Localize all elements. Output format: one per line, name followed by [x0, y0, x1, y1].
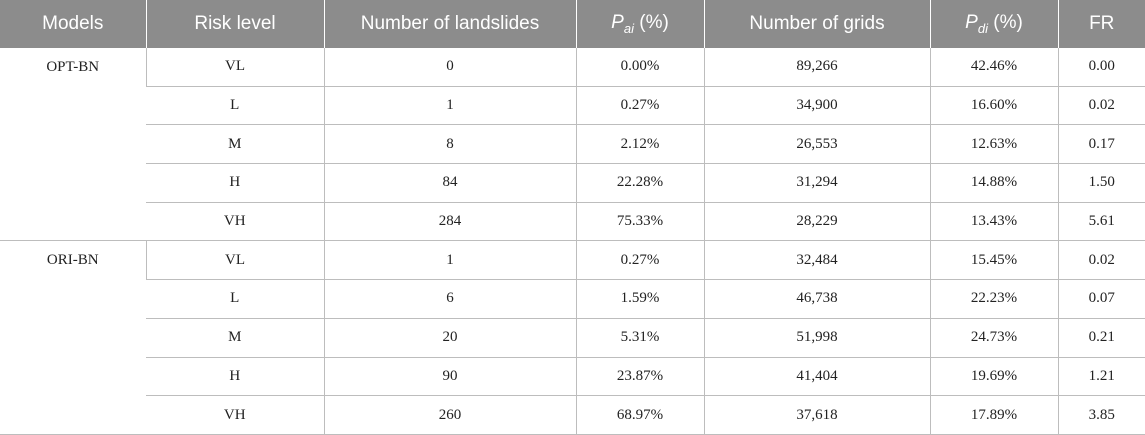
cell-number-of-grids: 34,900 — [703, 86, 930, 126]
header-number-of-landslides: Number of landslides — [323, 0, 576, 48]
cell-fr: 0.02 — [1057, 240, 1145, 281]
header-risk-level: Risk level — [145, 0, 324, 48]
cell-pdi: 22.23% — [929, 279, 1058, 319]
cell-number-of-landslides: 0 — [323, 48, 576, 87]
cell-fr: 0.21 — [1057, 318, 1145, 358]
cell-pdi: 16.60% — [929, 86, 1058, 126]
header-pai: Pai (%) — [575, 0, 704, 48]
cell-pai: 75.33% — [575, 202, 704, 242]
header-pai-subscript: ai — [623, 20, 634, 36]
header-pai-unit: (%) — [633, 12, 669, 34]
header-pai-symbol: P — [611, 12, 624, 34]
header-number-of-grids: Number of grids — [703, 0, 930, 48]
cell-model: OPT-BN — [0, 48, 146, 242]
cell-number-of-landslides: 1 — [323, 240, 576, 281]
cell-pdi: 19.69% — [929, 357, 1058, 397]
cell-pai: 68.97% — [575, 395, 704, 435]
table-row: ORI-BN VL 1 0.27% 32,484 15.45% 0.02 — [0, 240, 1145, 435]
cell-pdi: 14.88% — [929, 163, 1058, 203]
header-pdi-subscript: di — [977, 20, 988, 36]
cell-pai: 22.28% — [575, 163, 704, 203]
cell-fr: 1.21 — [1057, 357, 1145, 397]
table-header: Models Risk level Number of landslides P… — [0, 0, 1145, 48]
cell-risk-level: M — [146, 124, 324, 165]
cell-number-of-landslides: 84 — [323, 163, 576, 203]
cell-pdi: 15.45% — [929, 240, 1058, 281]
cell-model: ORI-BN — [0, 240, 146, 435]
table-body: OPT-BN VL 0 0.00% 89,266 42.46% 0.00 L 1 0.27% 34,… — [0, 48, 1145, 435]
table-row: VH 260 68.97% 37,618 17.89% 3.85 — [0, 395, 1145, 435]
cell-number-of-grids: 41,404 — [703, 357, 930, 397]
cell-number-of-landslides: 260 — [323, 395, 576, 435]
cell-number-of-landslides: 284 — [323, 202, 576, 242]
table-row: L 1 0.27% 34,900 16.60% 0.02 — [0, 86, 1145, 126]
cell-pai: 5.31% — [575, 318, 704, 358]
cell-pdi: 13.43% — [929, 202, 1058, 242]
cell-risk-level: VL — [145, 48, 324, 87]
cell-risk-level: L — [146, 86, 324, 126]
cell-fr: 0.07 — [1057, 279, 1145, 319]
cell-number-of-grids: 31,294 — [703, 163, 930, 203]
cell-number-of-grids: 26,553 — [703, 124, 930, 165]
cell-number-of-landslides: 90 — [323, 357, 576, 397]
cell-number-of-landslides: 20 — [323, 318, 576, 358]
cell-number-of-landslides: 6 — [323, 279, 576, 319]
cell-pai: 1.59% — [575, 279, 704, 319]
table-row: H 84 22.28% 31,294 14.88% 1.50 — [0, 163, 1145, 203]
header-fr: FR — [1057, 0, 1145, 48]
header-pdi: Pdi (%) — [929, 0, 1058, 48]
cell-number-of-grids: 28,229 — [703, 202, 930, 242]
cell-risk-level: VH — [146, 395, 324, 435]
cell-risk-level: M — [146, 318, 324, 358]
cell-pdi: 42.46% — [929, 48, 1058, 87]
cell-fr: 1.50 — [1057, 163, 1145, 203]
cell-pdi: 17.89% — [929, 395, 1058, 435]
cell-fr: 0.00 — [1057, 48, 1145, 87]
cell-risk-level: L — [146, 279, 324, 319]
cell-risk-level: H — [146, 357, 324, 397]
table-row: H 90 23.87% 41,404 19.69% 1.21 — [0, 357, 1145, 397]
cell-number-of-landslides: 1 — [323, 86, 576, 126]
cell-pai: 0.27% — [575, 86, 704, 126]
table-row: VH 284 75.33% 28,229 13.43% 5.61 — [0, 202, 1145, 242]
cell-risk-level: H — [146, 163, 324, 203]
cell-pai: 0.27% — [575, 240, 704, 281]
cell-fr: 0.02 — [1057, 86, 1145, 126]
cell-pdi: 12.63% — [929, 124, 1058, 165]
table-row: M 8 2.12% 26,553 12.63% 0.17 — [0, 124, 1145, 165]
cell-pai: 2.12% — [575, 124, 704, 165]
cell-number-of-grids: 32,484 — [703, 240, 930, 281]
cell-fr: 5.61 — [1057, 202, 1145, 242]
cell-number-of-grids: 46,738 — [703, 279, 930, 319]
header-row: Models Risk level Number of landslides P… — [0, 0, 1145, 48]
cell-number-of-landslides: 8 — [323, 124, 576, 165]
cell-pai: 0.00% — [575, 48, 704, 87]
cell-fr: 0.17 — [1057, 124, 1145, 165]
cell-number-of-grids: 37,618 — [703, 395, 930, 435]
cell-fr: 3.85 — [1057, 395, 1145, 435]
cell-risk-level: VH — [146, 202, 324, 242]
header-pdi-symbol: P — [965, 12, 978, 34]
header-models: Models — [0, 0, 146, 48]
cell-pai: 23.87% — [575, 357, 704, 397]
header-pdi-unit: (%) — [987, 12, 1023, 34]
cell-number-of-grids: 51,998 — [703, 318, 930, 358]
table-row: OPT-BN VL 0 0.00% 89,266 42.46% 0.00 — [0, 48, 1145, 242]
table-row: M 20 5.31% 51,998 24.73% 0.21 — [0, 318, 1145, 358]
table-row: L 6 1.59% 46,738 22.23% 0.07 — [0, 279, 1145, 319]
cell-risk-level: VL — [145, 240, 324, 281]
cell-number-of-grids: 89,266 — [703, 48, 930, 87]
cell-pdi: 24.73% — [929, 318, 1058, 358]
